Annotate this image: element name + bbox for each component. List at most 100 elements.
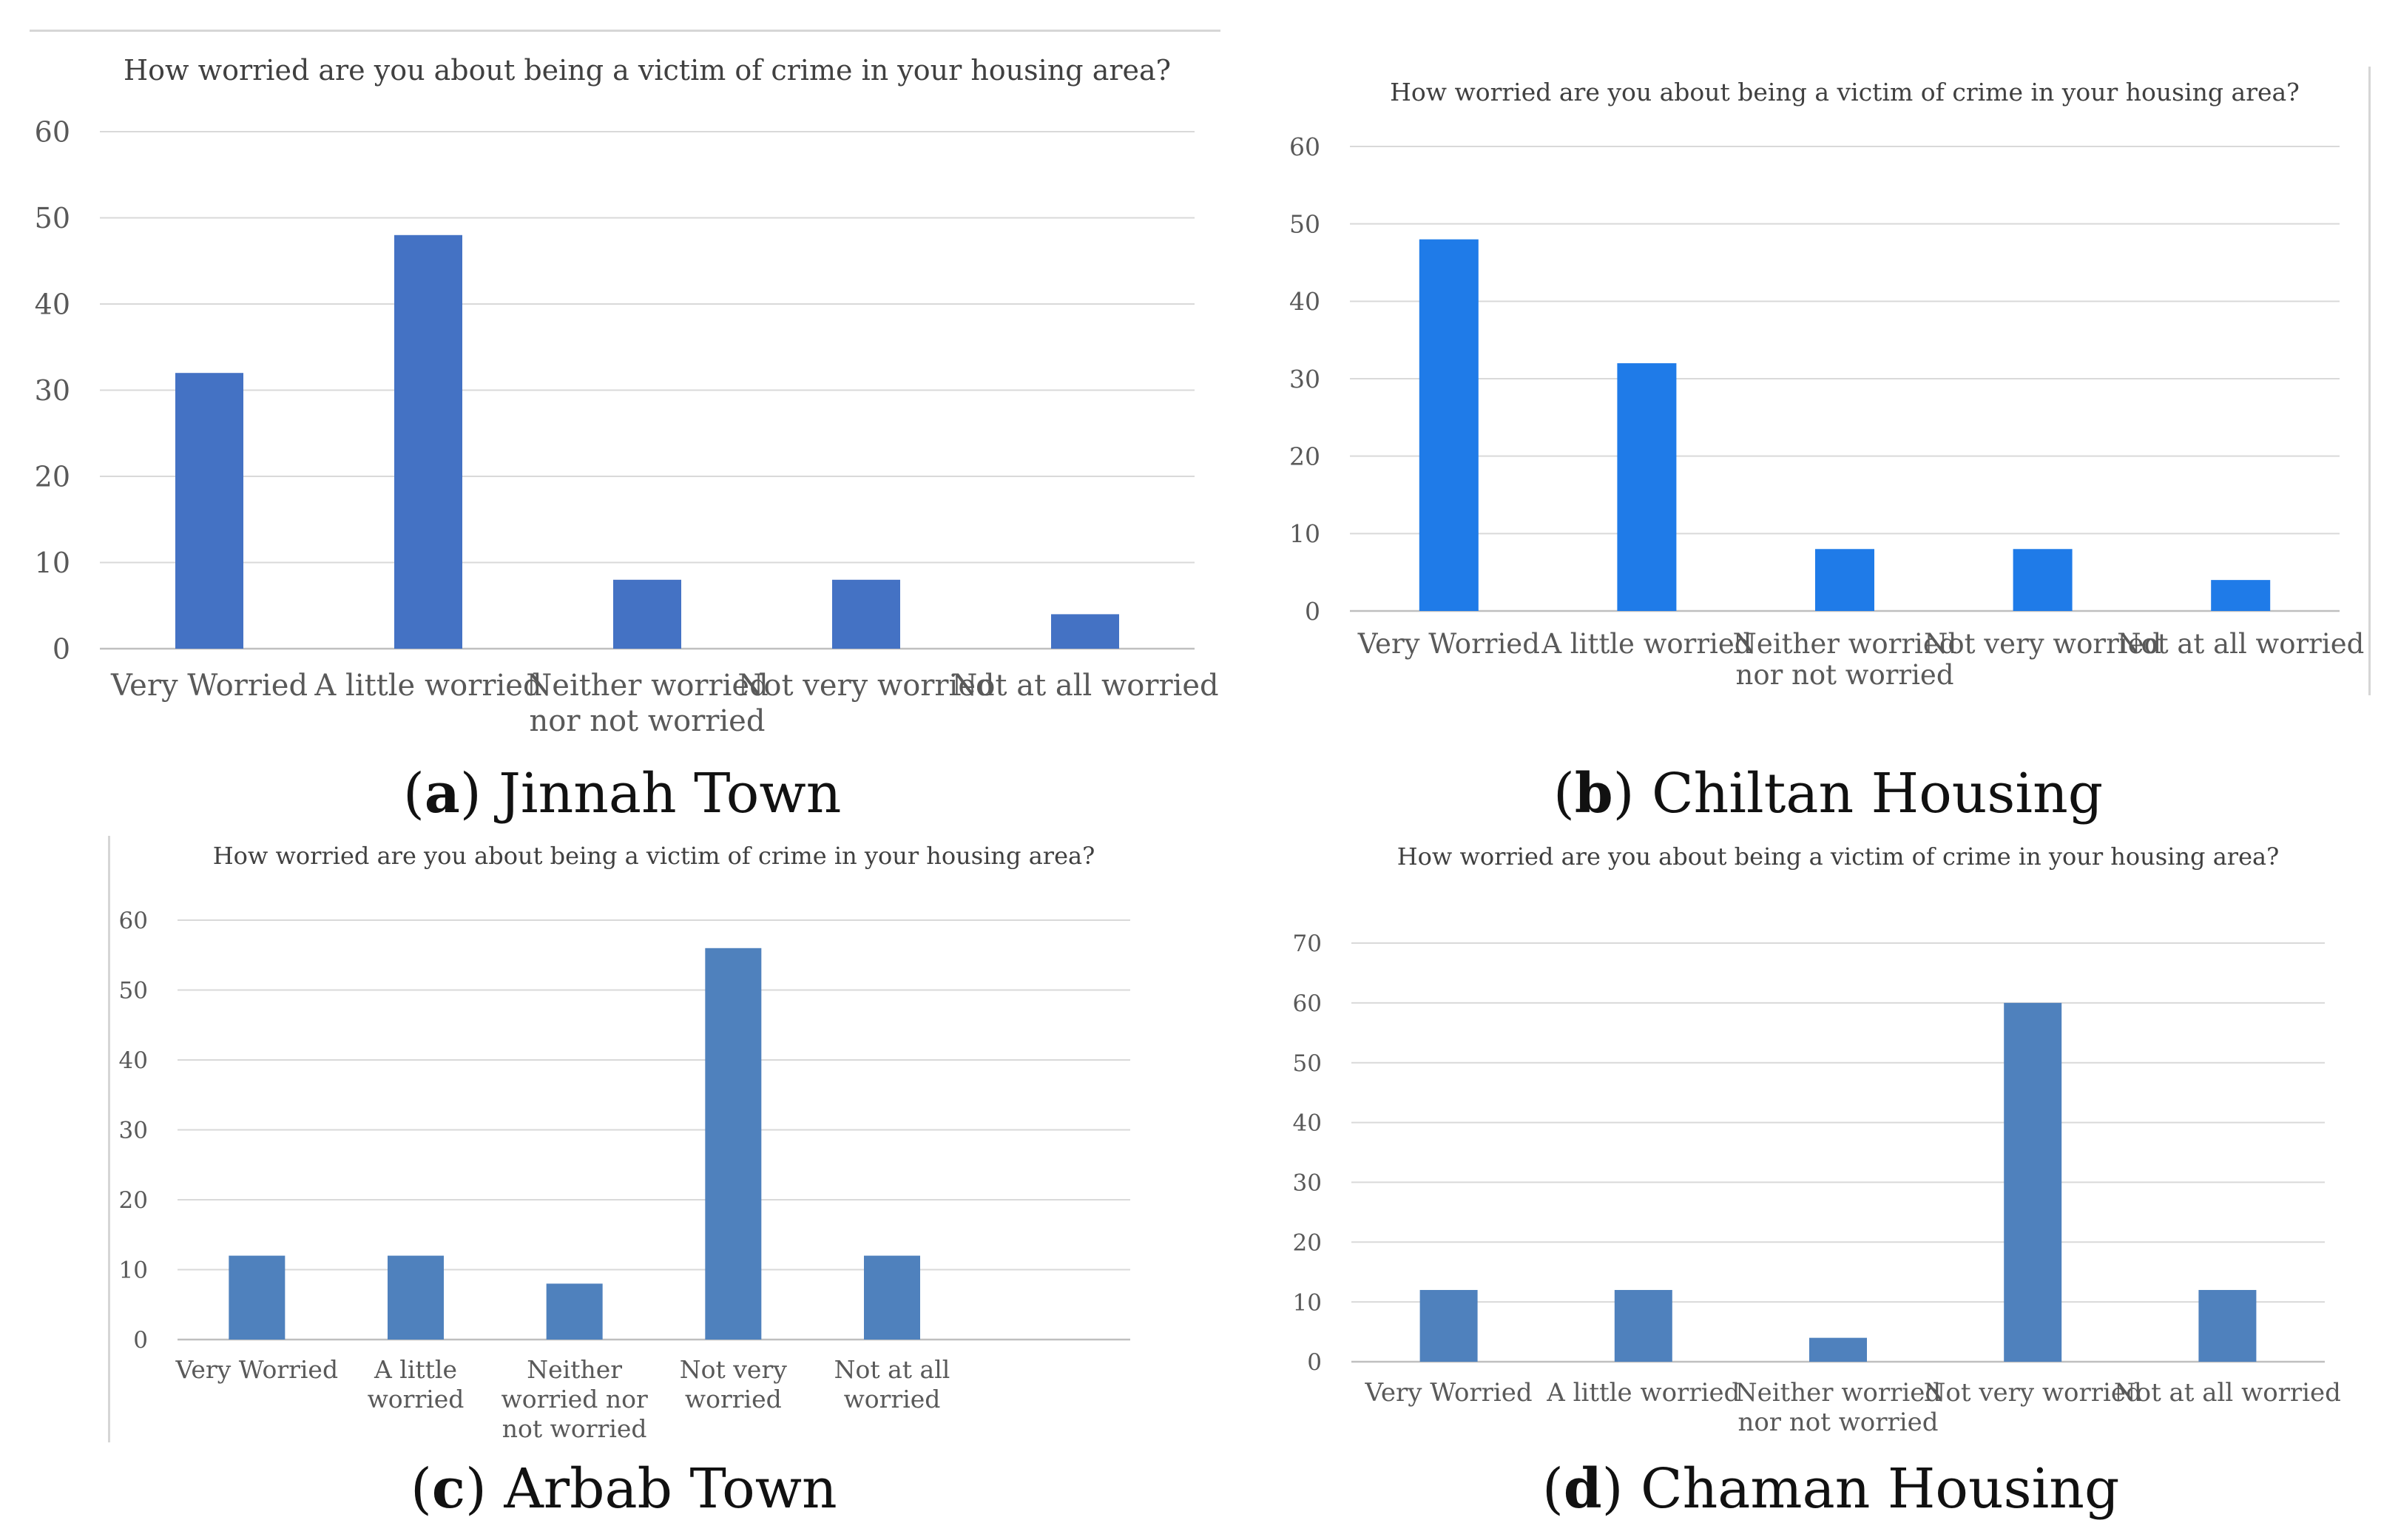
caption-b-text: Chiltan Housing <box>1652 762 2104 825</box>
bar <box>1815 549 1874 611</box>
y-tick-label: 50 <box>35 202 70 234</box>
x-category-label: Very Worried <box>110 669 308 703</box>
bar <box>864 1255 920 1340</box>
bar <box>2004 1002 2062 1362</box>
y-tick-label: 20 <box>119 1187 148 1214</box>
x-category-label-line: worried <box>844 1385 941 1414</box>
x-category-label-line: nor not worried <box>1735 659 1953 691</box>
x-category-label-line: Neither <box>527 1355 622 1384</box>
y-tick-label: 40 <box>1293 1110 1322 1137</box>
x-category-label-line: nor not worried <box>1737 1408 1938 1437</box>
x-category-label-line: worried <box>368 1385 465 1414</box>
x-category-label: A little worried <box>1541 628 1752 660</box>
y-tick-label: 20 <box>1289 442 1320 471</box>
y-tick-label: 0 <box>1305 597 1320 626</box>
y-tick-label: 20 <box>35 461 70 493</box>
chart-panel-b: How worried are you about being a victim… <box>1213 0 2381 740</box>
y-tick-label: 70 <box>1293 931 1322 957</box>
x-category-label: Neither worried nor not worried <box>1733 628 1957 691</box>
bar <box>1419 239 1479 611</box>
chart-a-svg: How worried are you about being a victim… <box>35 54 1219 738</box>
y-tick-label: 0 <box>1307 1349 1322 1376</box>
y-tick-label: 40 <box>35 288 70 321</box>
x-category-label-line: Not at all worried <box>951 669 1218 703</box>
caption-d: (d) Chaman Housing <box>1542 1457 2120 1521</box>
caption-c: (c) Arbab Town <box>411 1457 837 1521</box>
x-category-label-line: A little worried <box>314 669 541 703</box>
x-category-label-line: A little <box>374 1355 457 1384</box>
y-tick-label: 60 <box>1293 990 1322 1017</box>
x-category-label: Not very worried <box>680 1355 787 1414</box>
bar <box>546 1283 603 1340</box>
x-category-label-line: not worried <box>502 1414 647 1443</box>
y-tick-label: 10 <box>1289 519 1320 548</box>
x-category-label-line: Not at all worried <box>2114 1378 2341 1408</box>
x-category-label-line: worried nor <box>501 1385 648 1414</box>
y-tick-label: 50 <box>119 978 148 1004</box>
x-category-label: Not very worried <box>1924 628 2161 660</box>
chart-d-title: How worried are you about being a victim… <box>1397 842 2279 871</box>
chart-panel-d: How worried are you about being a victim… <box>1213 814 2381 1479</box>
x-category-label: Neither worried nor not worried <box>1735 1378 1941 1437</box>
bar <box>1809 1337 1867 1362</box>
caption-b-letter: b <box>1574 762 1613 825</box>
y-tick-label: 30 <box>1289 365 1320 394</box>
caption-d-letter: d <box>1563 1457 1602 1521</box>
left-edge-line <box>108 836 110 1442</box>
x-category-label-line: Not very worried <box>1924 628 2161 660</box>
bar <box>1617 363 1677 611</box>
x-category-label: Neither worried nor not worried <box>501 1355 648 1443</box>
x-category-label: Not at all worried <box>951 669 1218 703</box>
bar <box>388 1255 444 1340</box>
y-tick-label: 40 <box>119 1047 148 1074</box>
x-category-label-line: Very Worried <box>110 669 308 703</box>
x-category-label: Not at all worried <box>834 1355 950 1414</box>
bar <box>229 1255 286 1340</box>
x-category-label: Not very worried <box>737 669 994 703</box>
x-category-label: Very Worried <box>1364 1378 1532 1408</box>
y-tick-label: 20 <box>1293 1229 1322 1256</box>
x-category-label-line: Not very worried <box>737 669 994 703</box>
bar <box>705 948 762 1340</box>
bar <box>832 579 900 649</box>
x-category-label-line: worried <box>685 1385 782 1414</box>
x-category-label-line: Neither worried <box>1733 628 1957 660</box>
x-category-label: Not at all worried <box>2117 628 2364 660</box>
caption-d-text: Chaman Housing <box>1641 1457 2120 1521</box>
chart-c-svg: How worried are you about being a victim… <box>119 842 1130 1443</box>
y-tick-label: 50 <box>1289 210 1320 239</box>
caption-c-letter: c <box>431 1457 465 1521</box>
bar <box>2211 580 2271 611</box>
x-category-label: Neither worried nor not worried <box>526 669 768 738</box>
x-category-label: Not very worried <box>1924 1378 2142 1408</box>
bar <box>2013 549 2073 611</box>
y-tick-label: 10 <box>119 1257 148 1284</box>
y-tick-label: 30 <box>35 374 70 407</box>
x-category-label-line: Very Worried <box>1364 1378 1532 1408</box>
y-tick-label: 30 <box>1293 1170 1322 1197</box>
chart-d-svg: How worried are you about being a victim… <box>1293 842 2341 1437</box>
right-edge-line <box>2368 67 2371 695</box>
caption-b: (b) Chiltan Housing <box>1553 762 2104 825</box>
y-tick-label: 10 <box>35 547 70 579</box>
caption-a-letter: a <box>424 762 460 825</box>
bar <box>1614 1289 1672 1362</box>
y-tick-label: 10 <box>1293 1289 1322 1316</box>
x-category-label-line: Not at all worried <box>2117 628 2364 660</box>
caption-a-text: Jinnah Town <box>499 762 842 825</box>
x-category-label: Very Worried <box>1357 628 1540 660</box>
bar <box>613 579 681 649</box>
x-category-label-line: A little worried <box>1546 1378 1740 1408</box>
x-category-label-line: Not very worried <box>1924 1378 2142 1408</box>
y-tick-label: 0 <box>133 1327 148 1354</box>
x-category-label-line: Very Worried <box>1357 628 1540 660</box>
chart-c-title: How worried are you about being a victim… <box>213 842 1095 870</box>
y-tick-label: 60 <box>119 908 148 934</box>
x-category-label-line: Very Worried <box>175 1355 339 1384</box>
caption-a: (a) Jinnah Town <box>403 762 842 825</box>
y-tick-label: 50 <box>1293 1050 1322 1077</box>
x-category-label-line: Neither worried <box>526 669 768 703</box>
x-category-label-line: Not very <box>680 1355 787 1384</box>
bar <box>1051 614 1119 649</box>
bar <box>2198 1289 2257 1362</box>
